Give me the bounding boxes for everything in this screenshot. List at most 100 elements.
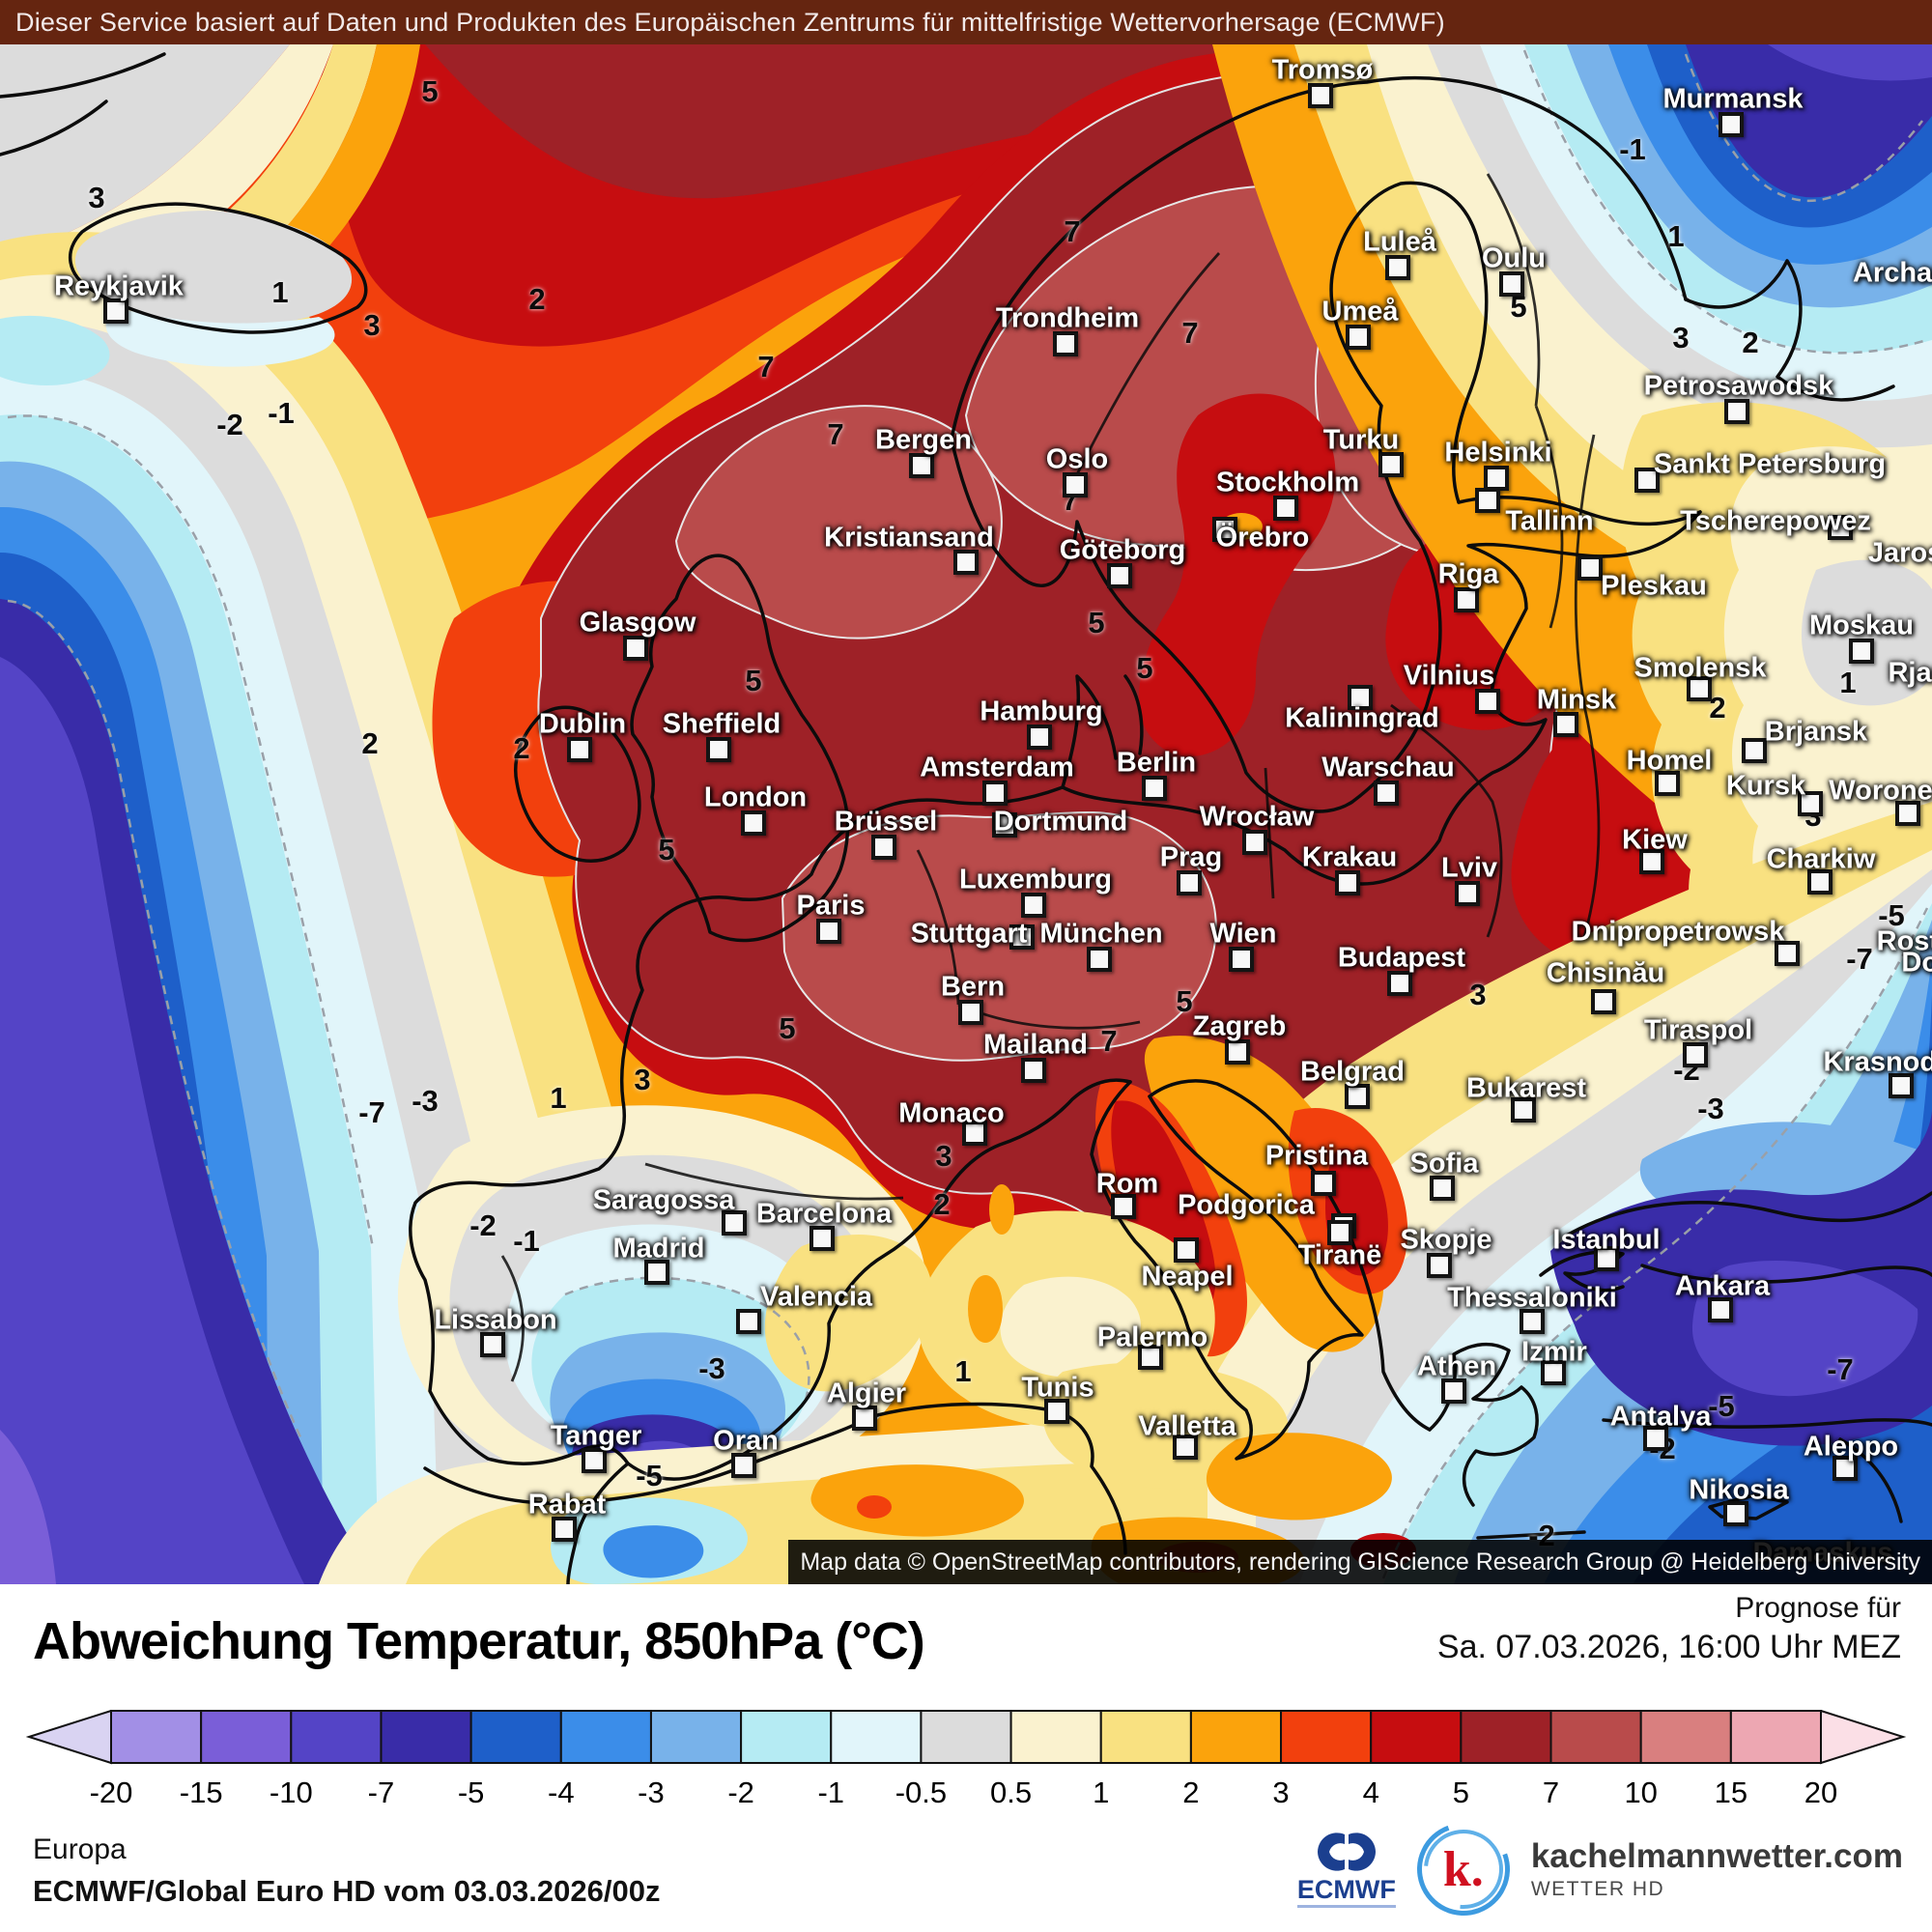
kachelmann-logo: k. xyxy=(1402,1807,1525,1931)
city-label: Belgrad xyxy=(1300,1056,1405,1088)
legend-tick: -7 xyxy=(368,1776,395,1809)
legend-tick: -0.5 xyxy=(895,1776,947,1809)
contour-value-label: 2 xyxy=(513,731,530,765)
contour-value-label: -3 xyxy=(412,1084,439,1118)
city-marker xyxy=(871,835,896,860)
city-label: Ankara xyxy=(1674,1270,1771,1302)
branding-block: ECMWF k. kachelmannwetter.com WETTER HD xyxy=(1296,1807,1903,1931)
city-marker xyxy=(1655,771,1680,796)
city-label: Budapest xyxy=(1337,942,1466,974)
city-marker xyxy=(582,1448,607,1473)
contour-value-label: -5 xyxy=(636,1459,663,1492)
city-label: Krakau xyxy=(1301,841,1398,873)
city-label: Tiraspol xyxy=(1643,1014,1753,1046)
legend-tick: 5 xyxy=(1453,1776,1469,1809)
city-label: Podgorica xyxy=(1178,1189,1315,1221)
city-marker xyxy=(1541,1360,1566,1385)
city-label: Antalya xyxy=(1609,1401,1712,1433)
city-marker xyxy=(1063,472,1088,497)
contour-value-label: 5 xyxy=(658,833,675,867)
city-marker xyxy=(1511,1097,1536,1122)
city-label: Aleppo xyxy=(1803,1431,1899,1463)
legend-cell xyxy=(380,1710,472,1764)
city-marker xyxy=(953,550,979,575)
legend-cell xyxy=(1009,1710,1102,1764)
city-label: Petrosawodsk xyxy=(1643,370,1834,402)
contour-value-label: 7 xyxy=(827,417,844,451)
city-marker xyxy=(1455,881,1480,906)
city-marker xyxy=(1229,947,1254,972)
city-marker xyxy=(567,737,592,762)
city-marker xyxy=(1111,1194,1136,1219)
legend-tick: 15 xyxy=(1715,1776,1747,1809)
legend-tick: -10 xyxy=(270,1776,313,1809)
contour-value-label: 5 xyxy=(421,74,439,108)
city-label: Trondheim xyxy=(995,302,1140,334)
city-label: München xyxy=(1039,918,1163,950)
city-marker xyxy=(1174,1237,1199,1263)
city-label: Brjansk xyxy=(1764,716,1868,748)
contour-value-label: -1 xyxy=(513,1224,540,1258)
city-label: Charkiw xyxy=(1766,843,1876,875)
city-marker xyxy=(1177,870,1202,895)
contour-value-label: 7 xyxy=(1100,1024,1118,1058)
city-label: Athen xyxy=(1416,1350,1497,1382)
city-marker xyxy=(706,737,731,762)
contour-value-label: 1 xyxy=(954,1354,972,1388)
city-marker xyxy=(1027,724,1052,750)
city-label: Bergen xyxy=(875,424,972,456)
city-label: Dortmund xyxy=(993,806,1128,838)
city-label: Stuttgart xyxy=(910,918,1028,950)
ecmwf-logo: ECMWF xyxy=(1296,1831,1396,1908)
city-label: Valletta xyxy=(1138,1410,1236,1442)
legend-cell xyxy=(830,1710,923,1764)
city-marker xyxy=(1021,893,1046,918)
region-label: Europa xyxy=(33,1833,127,1865)
city-marker xyxy=(1273,496,1298,521)
site-name: kachelmannwetter.com xyxy=(1530,1837,1903,1875)
city-label: Archangelsk xyxy=(1852,257,1932,289)
ecmwf-logo-icon xyxy=(1317,1833,1376,1871)
city-label: Rostow xyxy=(1876,925,1932,957)
city-marker xyxy=(1374,781,1399,806)
contour-value-label: 2 xyxy=(1709,691,1726,724)
city-marker xyxy=(1577,555,1603,581)
city-marker xyxy=(1742,738,1767,763)
forecast-time-block: Prognose für Sa. 07.03.2026, 16:00 Uhr M… xyxy=(1437,1592,1901,1666)
legend-cell xyxy=(920,1710,1012,1764)
city-marker xyxy=(992,812,1017,838)
legend-tick: 0.5 xyxy=(990,1776,1032,1809)
city-marker xyxy=(1021,1058,1046,1083)
city-marker xyxy=(852,1406,877,1431)
city-label: Pristina xyxy=(1264,1140,1369,1172)
contour-value-label: 1 xyxy=(550,1081,567,1115)
city-marker xyxy=(1225,1039,1250,1065)
city-label: Thessaloniki xyxy=(1447,1282,1617,1314)
city-label: Hamburg xyxy=(980,696,1103,727)
legend-cell xyxy=(1099,1710,1192,1764)
city-marker xyxy=(1719,112,1744,137)
city-label: Berlin xyxy=(1116,747,1197,779)
city-marker xyxy=(1594,1246,1619,1271)
contour-value-label: 7 xyxy=(757,350,775,384)
city-marker xyxy=(480,1332,505,1357)
city-label: Donezk xyxy=(1901,947,1932,979)
contour-value-label: -1 xyxy=(268,396,295,430)
contour-value-label: 2 xyxy=(528,282,546,316)
city-label: Lviv xyxy=(1440,852,1498,884)
city-marker xyxy=(1212,517,1237,542)
contour-value-label: -7 xyxy=(1846,942,1873,976)
city-marker xyxy=(1107,563,1132,588)
city-label: Luleå xyxy=(1363,226,1436,258)
city-label: Helsinki xyxy=(1444,437,1552,469)
city-marker xyxy=(1385,255,1410,280)
city-label: Prag xyxy=(1159,841,1223,873)
contour-value-label: 7 xyxy=(1064,214,1081,248)
legend-cell xyxy=(1549,1710,1642,1764)
city-label: Algier xyxy=(826,1378,907,1409)
city-label: Neapel xyxy=(1141,1261,1234,1293)
city-label: Luxemburg xyxy=(959,864,1112,895)
city-label: Homel xyxy=(1626,745,1713,777)
city-marker xyxy=(1475,488,1500,513)
